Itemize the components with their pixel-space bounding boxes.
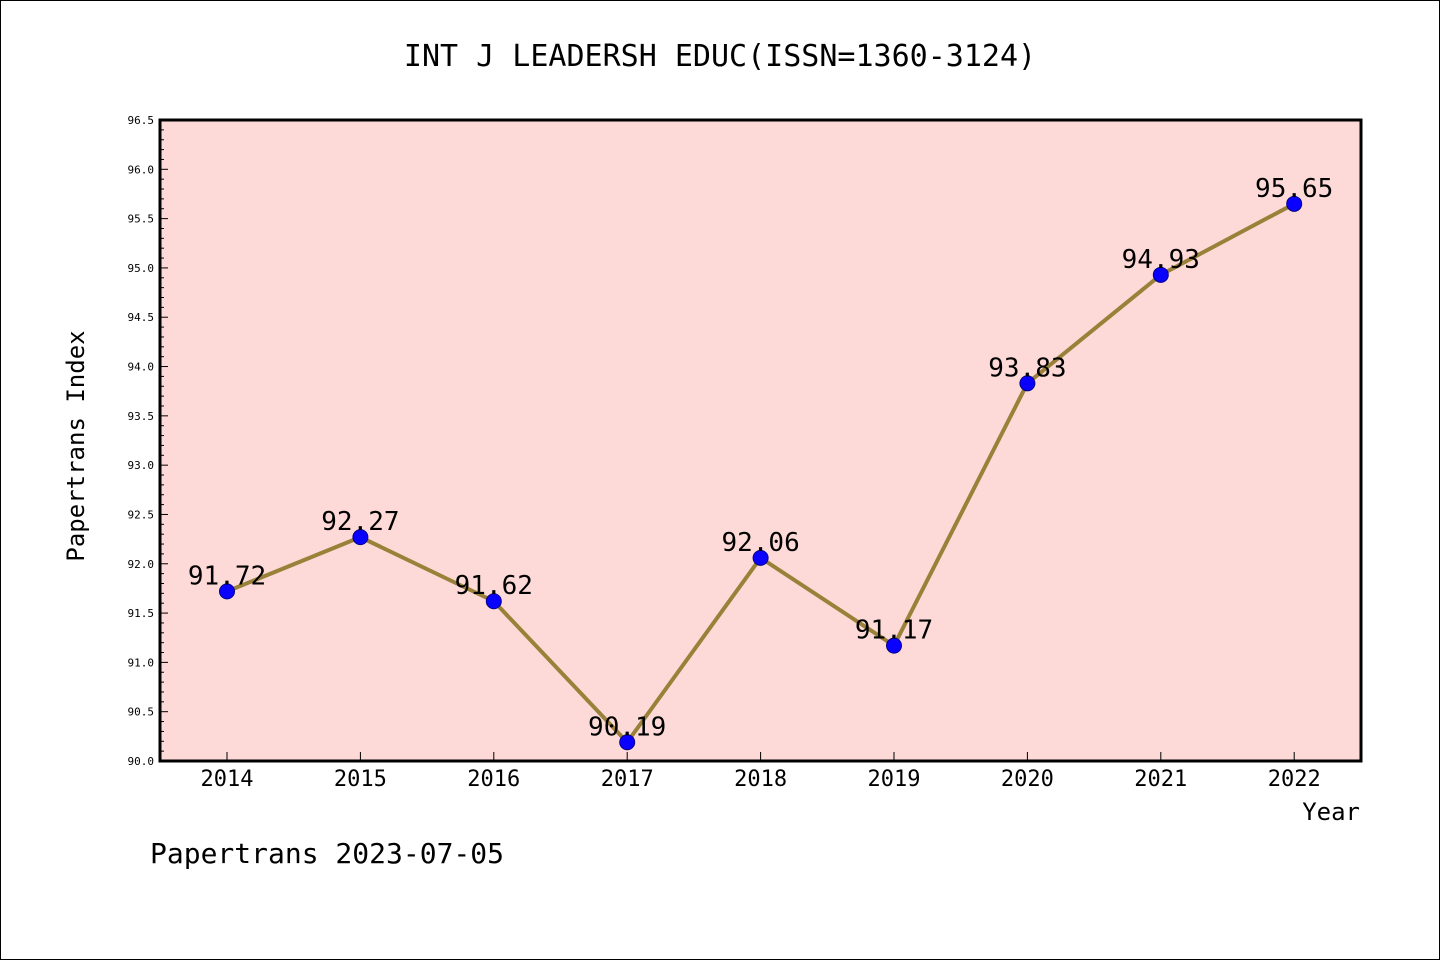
y-tick-label: 91.5 bbox=[128, 607, 155, 620]
data-point bbox=[886, 637, 902, 654]
chart-title: INT J LEADERSH EDUC(ISSN=1360-3124) bbox=[404, 39, 1036, 74]
x-tick-label: 2021 bbox=[1134, 767, 1187, 792]
plot-border bbox=[158, 118, 1363, 763]
y-tick-label: 93.5 bbox=[128, 410, 155, 423]
y-tick-label: 92.5 bbox=[128, 508, 155, 521]
data-label: 92.06 bbox=[721, 528, 799, 558]
x-tick-label: 2018 bbox=[734, 767, 787, 792]
data-point bbox=[1152, 266, 1169, 283]
x-tick-label: 2017 bbox=[601, 767, 654, 792]
y-tick-label: 96.0 bbox=[128, 163, 155, 176]
x-tick-label: 2022 bbox=[1268, 767, 1321, 792]
x-tick-label: 2015 bbox=[334, 767, 387, 792]
y-tick-label: 96.5 bbox=[128, 114, 155, 127]
y-tick-label: 94.5 bbox=[128, 311, 155, 324]
data-label: 91.62 bbox=[455, 571, 533, 601]
data-label: 91.17 bbox=[855, 616, 933, 646]
data-point bbox=[219, 583, 235, 600]
data-label: 92.27 bbox=[321, 507, 399, 537]
y-tick-label: 91.0 bbox=[128, 656, 155, 669]
y-tick-label: 95.5 bbox=[128, 213, 155, 226]
x-axis-label: Year bbox=[1302, 798, 1360, 826]
data-label: 95.65 bbox=[1255, 174, 1333, 204]
y-axis-ticks: 90.0 90.5 91.0 91.5 92.0 92.5 93.0 93.5 94.0 94.5… bbox=[128, 114, 168, 768]
y-axis-label: Papertrans Index bbox=[62, 330, 90, 561]
x-tick-label: 2020 bbox=[1001, 767, 1054, 792]
y-tick-label: 90.5 bbox=[128, 706, 155, 719]
y-tick-label: 90.0 bbox=[128, 755, 155, 768]
y-tick-label: 95.0 bbox=[128, 262, 155, 275]
plot-area bbox=[160, 120, 1361, 761]
x-axis-ticks: 2014 2015 2016 2017 2018 2019 2020 2021 2022 bbox=[201, 752, 1321, 792]
data-point bbox=[619, 734, 636, 751]
data-labels: 91.72 92.27 91.62 90.19 92.06 91.17 93.83 94.93… bbox=[188, 174, 1333, 742]
x-tick-label: 2016 bbox=[467, 767, 520, 792]
x-tick-label: 2014 bbox=[201, 767, 254, 792]
data-point bbox=[485, 593, 502, 610]
data-label: 94.93 bbox=[1122, 245, 1200, 275]
data-point bbox=[352, 529, 369, 546]
data-point bbox=[1019, 375, 1036, 392]
data-label: 90.19 bbox=[588, 712, 666, 742]
footer-date: Papertrans 2023-07-05 bbox=[150, 837, 504, 870]
y-tick-label: 92.0 bbox=[128, 558, 155, 571]
data-point bbox=[1286, 195, 1303, 212]
data-point bbox=[752, 549, 769, 566]
y-tick-label: 93.0 bbox=[128, 459, 155, 472]
x-tick-label: 2019 bbox=[868, 767, 921, 792]
data-label: 91.72 bbox=[188, 561, 266, 591]
y-tick-label: 94.0 bbox=[128, 361, 155, 374]
data-points bbox=[219, 195, 1303, 751]
data-label: 93.83 bbox=[988, 353, 1066, 383]
